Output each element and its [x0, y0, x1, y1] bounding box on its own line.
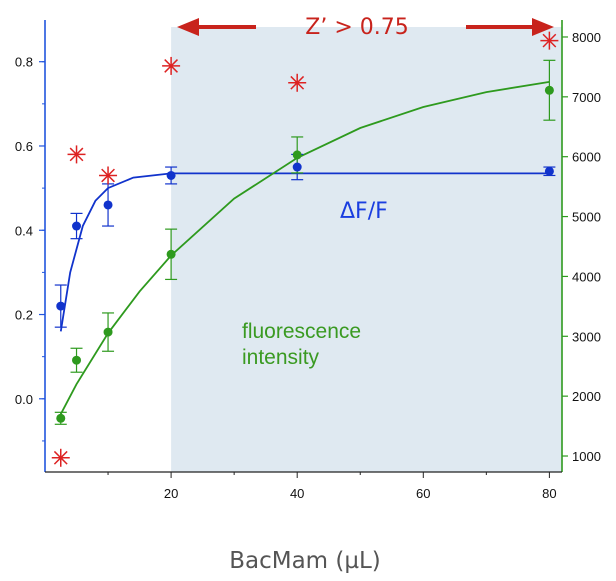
zprime-asterisk-point — [288, 73, 307, 92]
right-y-tick-label: 6000 — [572, 150, 601, 165]
data-point-1 — [72, 355, 82, 365]
left-y-tick-label: 0.0 — [15, 392, 33, 407]
asterisk-stroke — [542, 33, 557, 48]
left-y-tick-label: 0.4 — [15, 223, 33, 238]
data-point-0 — [103, 200, 113, 210]
asterisk-stroke — [101, 168, 115, 183]
shaded-region — [171, 27, 562, 472]
right-y-tick-label: 5000 — [572, 210, 601, 225]
asterisk-stroke — [290, 75, 305, 90]
data-point-0 — [292, 162, 302, 172]
data-point-0 — [544, 166, 554, 176]
x-tick-label: 40 — [290, 486, 304, 501]
data-point-1 — [292, 150, 302, 160]
asterisk-stroke — [164, 59, 178, 73]
data-point-1 — [103, 327, 113, 337]
right-y-tick-label: 4000 — [572, 269, 601, 284]
x-tick-label: 20 — [164, 486, 178, 501]
right-y-tick-label: 8000 — [572, 30, 601, 45]
left-y-tick-label: 0.8 — [15, 55, 33, 70]
x-tick-label: 80 — [542, 486, 556, 501]
zprime-arrow-right-head — [532, 18, 554, 36]
zprime-asterisk-point — [540, 31, 559, 50]
left-y-tick-label: 0.2 — [15, 308, 33, 323]
asterisk-stroke — [69, 147, 84, 162]
dff-annotation: ΔF/F — [340, 199, 388, 224]
right-y-tick-label: 1000 — [572, 449, 601, 464]
data-point-0 — [56, 301, 66, 311]
asterisk-stroke — [53, 450, 68, 465]
x-axis-label: BacMam (µL) — [229, 548, 381, 574]
zprime-asterisk-point — [67, 145, 86, 164]
data-point-1 — [544, 85, 554, 95]
fluorescence-annotation-line2: intensity — [242, 346, 320, 369]
zprime-arrow-left-head — [177, 18, 199, 36]
data-point-1 — [166, 249, 176, 259]
zprime-asterisk-point — [99, 166, 118, 185]
left-y-tick-label: 0.6 — [15, 139, 33, 154]
x-tick-label: 60 — [416, 486, 430, 501]
zprime-annotation: Z’ > 0.75 — [305, 15, 408, 40]
right-y-tick-label: 2000 — [572, 389, 601, 404]
zprime-asterisk-point — [51, 448, 70, 467]
data-point-0 — [72, 221, 82, 231]
zprime-asterisk-point — [162, 56, 181, 75]
data-point-0 — [166, 170, 176, 180]
right-y-tick-label: 3000 — [572, 329, 601, 344]
right-y-tick-label: 7000 — [572, 90, 601, 105]
data-point-1 — [56, 413, 66, 423]
fluorescence-annotation-line1: fluorescence — [242, 320, 361, 343]
fit-curve-1 — [60, 81, 550, 415]
